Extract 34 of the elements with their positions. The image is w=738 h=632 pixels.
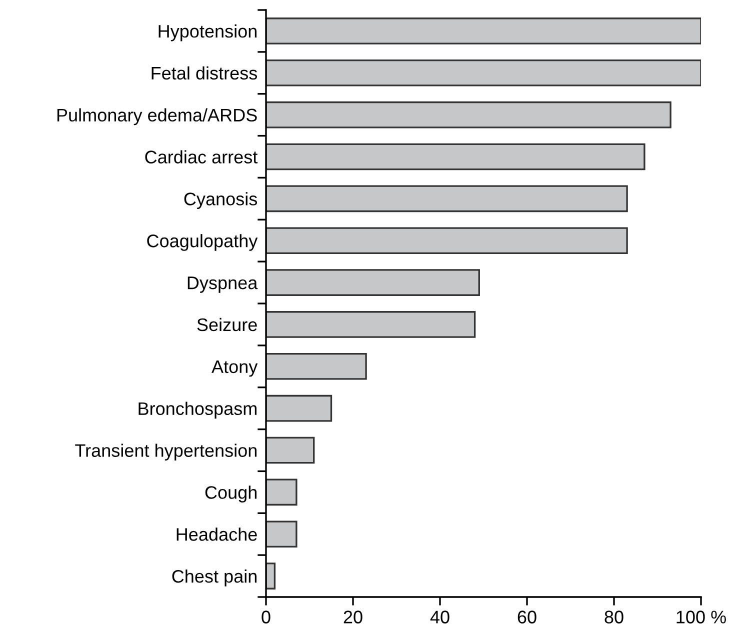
y-tick-label: Seizure — [197, 318, 257, 332]
bar — [266, 227, 628, 254]
x-tick-label: 60 — [518, 610, 536, 624]
x-tick-label: 80 — [604, 610, 624, 624]
y-tick-label: Cardiac arrest — [145, 150, 258, 164]
y-tick-label: Dyspnea — [188, 276, 258, 293]
bar — [266, 562, 276, 590]
y-tick-label: Chest pain — [172, 569, 256, 586]
bar — [266, 269, 480, 296]
bar — [266, 520, 298, 548]
bar — [266, 185, 628, 212]
y-tick-label: Bronchospasm — [138, 402, 256, 419]
y-tick-label: Atony — [212, 360, 258, 377]
y-tick-label: Pulmonary edema/ARDS — [57, 108, 257, 126]
y-tick-label: Hypotension — [158, 24, 256, 42]
bar — [266, 143, 646, 170]
y-tick-label: Headache — [176, 528, 257, 541]
y-tick-label: Fetal distress — [152, 66, 258, 80]
y-tick-label: Transient hypertension — [75, 444, 257, 461]
bar — [266, 478, 298, 506]
x-tick-label: 100 % — [676, 610, 726, 624]
bar — [266, 394, 332, 422]
x-tick-label: 20 — [344, 610, 362, 624]
bar — [266, 59, 701, 86]
y-tick-label: Cough — [205, 486, 256, 502]
bar — [266, 436, 315, 464]
y-tick-label: Coagulopathy — [147, 234, 258, 251]
bar — [266, 101, 672, 128]
bar — [266, 311, 476, 338]
x-tick-label: 0 — [262, 610, 270, 624]
y-tick-label: Cyanosis — [184, 192, 258, 209]
x-tick-label: 40 — [430, 610, 450, 624]
bar — [266, 18, 701, 44]
bar — [266, 352, 367, 380]
